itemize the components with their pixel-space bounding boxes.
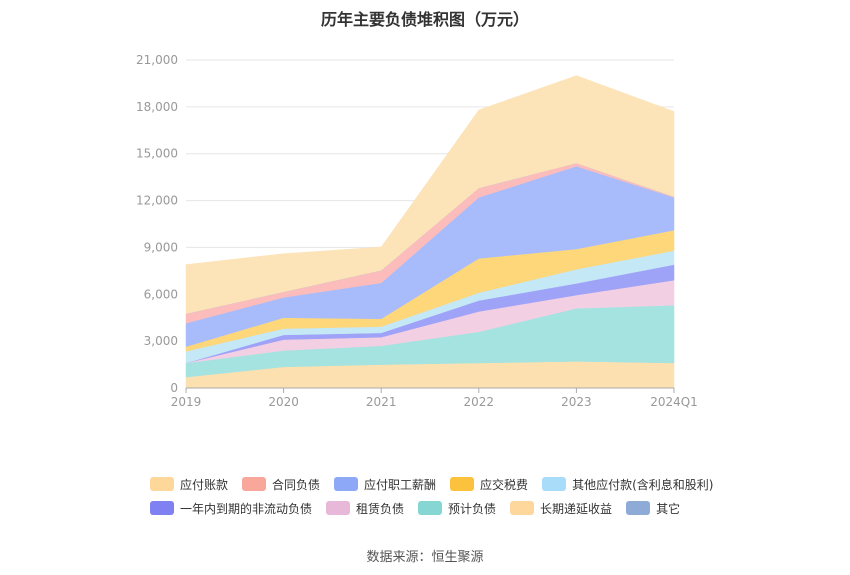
legend-label: 预计负债 [448, 501, 497, 516]
legend-swatch [418, 501, 443, 515]
area-series [185, 75, 675, 315]
y-tick-label: 9,000 [144, 240, 178, 254]
stacked-areas [185, 75, 675, 389]
legend-label: 应付职工薪酬 [364, 477, 437, 492]
legend-item[interactable]: 其他应付款(含利息和股利) [542, 476, 713, 493]
area-chart: 0 3,000 6,000 9,000 12,000 15,000 18,000 21,000… [136, 53, 698, 409]
legend-swatch [334, 477, 359, 491]
x-tick-label: 2022 [464, 395, 495, 409]
y-tick-label: 15,000 [136, 147, 178, 161]
legend-swatch [150, 501, 174, 515]
x-tick-label: 2021 [366, 395, 397, 409]
x-tick-label: 2019 [171, 395, 202, 409]
x-tick-label: 2023 [561, 395, 592, 409]
legend-swatch [626, 501, 651, 515]
legend-swatch [150, 477, 174, 491]
legend-item[interactable]: 合同负债 [242, 476, 320, 493]
y-tick-label: 21,000 [136, 53, 178, 67]
chart-title: 历年主要负债堆积图（万元） [320, 10, 529, 29]
legend-item[interactable]: 其它 [626, 500, 680, 517]
legend-item[interactable]: 长期递延收益 [510, 500, 612, 517]
x-tick-label: 2020 [268, 395, 299, 409]
legend-swatch [242, 477, 267, 491]
x-tick-label: 2024Q1 [650, 395, 698, 409]
y-tick-label: 6,000 [144, 287, 178, 301]
legend-row: 一年内到期的非流动负债 租赁负债 预计负债 长期递延收益 其它 [150, 496, 750, 520]
legend-swatch [326, 501, 351, 515]
legend-label: 一年内到期的非流动负债 [180, 501, 313, 516]
legend: 应付账款 合同负债 应付职工薪酬 应交税费 其他应付款(含利息和股利) 一年内到期的非流… [150, 472, 750, 520]
legend-label: 长期递延收益 [540, 501, 613, 516]
y-tick-label: 3,000 [144, 334, 178, 348]
legend-item[interactable]: 租赁负债 [326, 500, 404, 517]
legend-label: 应付账款 [180, 477, 229, 492]
legend-item[interactable]: 应付账款 [150, 476, 228, 493]
legend-swatch [542, 477, 567, 491]
legend-label: 其他应付款(含利息和股利) [572, 477, 714, 492]
y-tick-label: 0 [170, 381, 178, 395]
legend-label: 应交税费 [480, 477, 529, 492]
legend-swatch [450, 477, 475, 491]
legend-item[interactable]: 应付职工薪酬 [334, 476, 436, 493]
legend-item[interactable]: 应交税费 [450, 476, 528, 493]
legend-label: 其它 [656, 501, 681, 516]
legend-row: 应付账款 合同负债 应付职工薪酬 应交税费 其他应付款(含利息和股利) [150, 472, 750, 496]
y-tick-label: 12,000 [136, 194, 178, 208]
legend-label: 租赁负债 [356, 501, 405, 516]
legend-label: 合同负债 [272, 477, 321, 492]
legend-item[interactable]: 一年内到期的非流动负债 [150, 500, 312, 517]
y-tick-label: 18,000 [136, 100, 178, 114]
axes: 0 3,000 6,000 9,000 12,000 15,000 18,000 21,000… [136, 53, 698, 409]
source-note: 数据来源：恒生聚源 [366, 550, 484, 565]
legend-swatch [510, 501, 535, 515]
legend-item[interactable]: 预计负债 [418, 500, 496, 517]
